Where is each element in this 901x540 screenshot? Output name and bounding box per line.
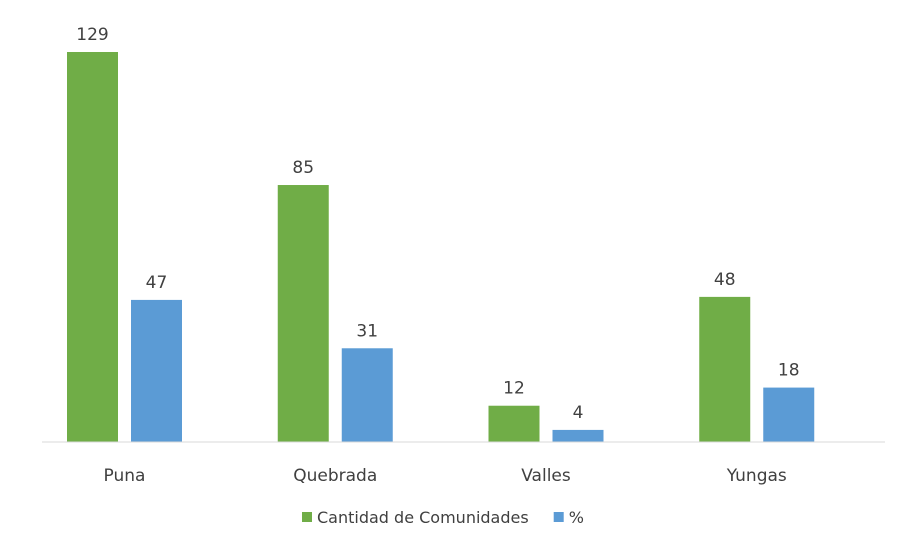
bar-yungas-cantidad-de-comunidades (699, 296, 751, 442)
data-label-yungas-percent: 18 (778, 361, 800, 381)
bar-quebrada-percent (341, 348, 393, 442)
bar-puna-cantidad-de-comunidades (67, 52, 118, 442)
bar-quebrada-cantidad-de-comunidades (277, 185, 329, 442)
bar-yungas-percent (763, 387, 815, 442)
data-label-valles-percent: 4 (573, 403, 584, 423)
data-label-quebrada-cantidad-de-comunidades: 85 (292, 158, 314, 178)
data-label-yungas-cantidad-de-comunidades: 48 (714, 270, 736, 290)
legend-swatch-cantidad-de-comunidades (302, 512, 312, 522)
legend-swatch-percent (553, 512, 564, 522)
bar-valles-cantidad-de-comunidades (488, 405, 540, 442)
legend-label-percent: % (569, 508, 584, 527)
category-label-quebrada: Quebrada (293, 466, 377, 486)
bar-valles-percent (552, 429, 604, 442)
data-label-puna-cantidad-de-comunidades: 129 (76, 25, 108, 45)
category-label-valles: Valles (521, 466, 571, 486)
data-label-quebrada-percent: 31 (356, 321, 378, 341)
legend-label-cantidad-de-comunidades: Cantidad de Comunidades (317, 508, 529, 527)
bar-puna-percent (131, 299, 182, 442)
bars-layer (67, 52, 815, 442)
legend: Cantidad de Comunidades% (302, 508, 584, 527)
data-label-puna-percent: 47 (146, 273, 168, 293)
data-label-valles-cantidad-de-comunidades: 12 (503, 379, 525, 399)
category-label-puna: Puna (104, 466, 146, 486)
labels-layer: 129 47 Puna 85 31 Quebrada 12 4 Valles 48 18 Yungas (76, 25, 799, 486)
category-label-yungas: Yungas (726, 466, 787, 486)
